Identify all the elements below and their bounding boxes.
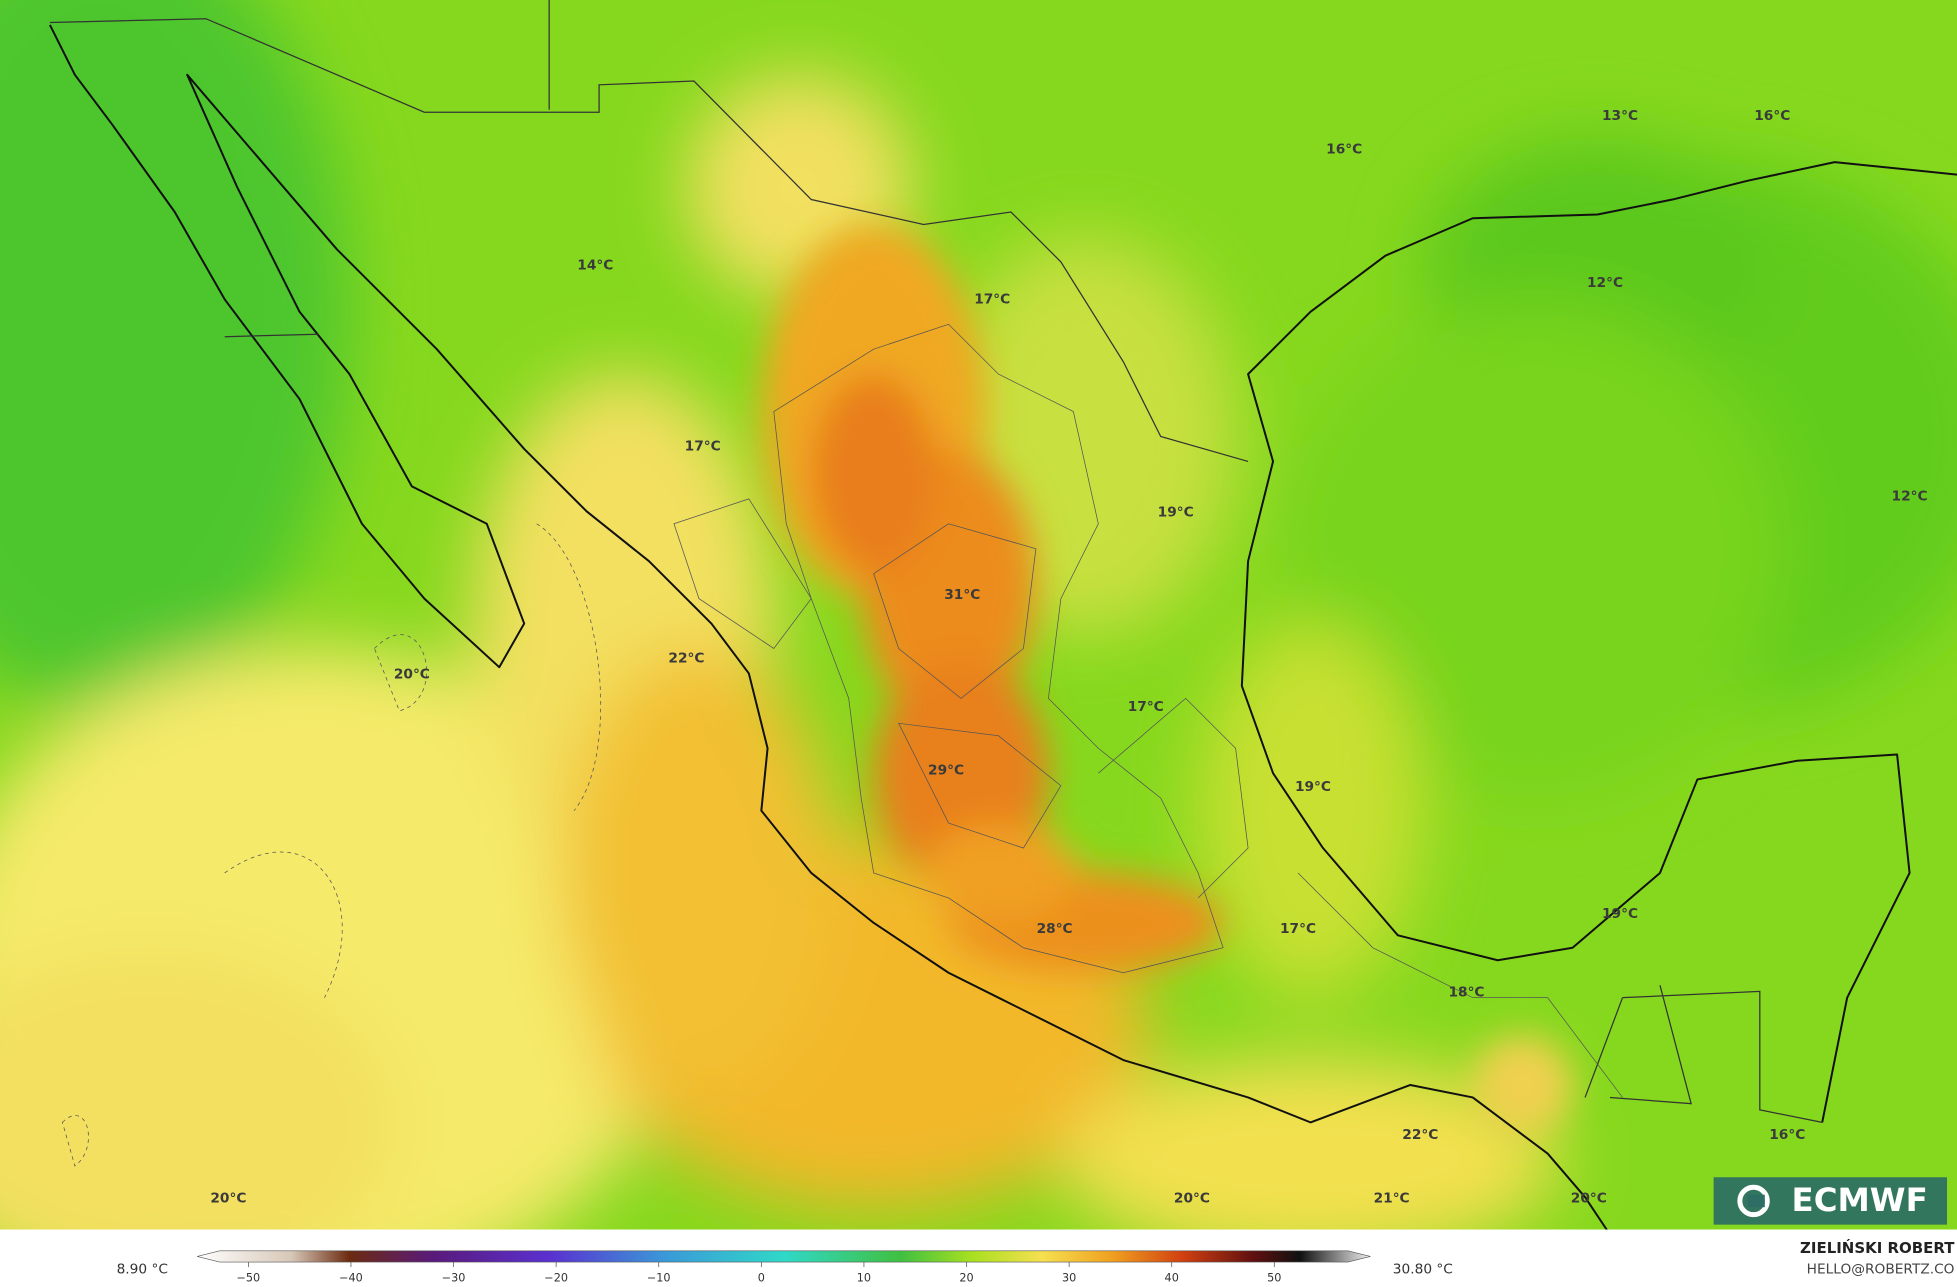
temperature-label: 31°C xyxy=(944,587,980,603)
temperature-label: 22°C xyxy=(668,650,704,666)
temperature-label: 28°C xyxy=(1037,921,1073,937)
logo: ECMWF xyxy=(1713,1177,1948,1225)
color-scale xyxy=(197,1250,1371,1263)
logo-text: ECMWF xyxy=(1792,1181,1928,1219)
scale-tick-label: 0 xyxy=(758,1271,765,1284)
scale-tick-label: 10 xyxy=(857,1271,871,1284)
scale-tick-label: −50 xyxy=(237,1271,261,1284)
scale-tick-label: 30 xyxy=(1062,1271,1076,1284)
temperature-label: 16°C xyxy=(1326,142,1362,158)
scale-tick-label: 40 xyxy=(1165,1271,1179,1284)
temperature-label: 19°C xyxy=(1158,505,1194,521)
author: ZIELIŃSKI ROBERT xyxy=(1800,1238,1955,1257)
temperature-label: 13°C xyxy=(1602,108,1638,124)
scale-tick-label: 20 xyxy=(959,1271,973,1284)
max-temperature: 30.80 °C xyxy=(1393,1262,1453,1278)
temperature-label: 17°C xyxy=(685,438,721,454)
temperature-label: 29°C xyxy=(928,763,964,779)
scale-tick-label: −40 xyxy=(339,1271,363,1284)
temperature-label: 20°C xyxy=(1571,1190,1607,1206)
temperature-label: 19°C xyxy=(1295,779,1331,795)
scale-tick-label: −20 xyxy=(544,1271,568,1284)
temperature-label: 14°C xyxy=(577,258,613,274)
temperature-label: 20°C xyxy=(1174,1190,1210,1206)
temperature-label: 17°C xyxy=(1280,921,1316,937)
scale-tick-label: −30 xyxy=(442,1271,466,1284)
temperature-label: 20°C xyxy=(210,1190,246,1206)
temperature-label: 20°C xyxy=(394,667,430,683)
temperature-label: 22°C xyxy=(1402,1127,1438,1143)
temperature-label: 12°C xyxy=(1587,275,1623,291)
temperature-label: 19°C xyxy=(1602,906,1638,922)
scale-tick-label: −10 xyxy=(647,1271,671,1284)
temperature-label: 18°C xyxy=(1448,985,1484,1001)
contact: HELLO@ROBERTZ.CO xyxy=(1807,1262,1955,1278)
temperature-label: 17°C xyxy=(1128,699,1164,715)
temperature-label: 21°C xyxy=(1374,1190,1410,1206)
temperature-label: 12°C xyxy=(1892,488,1928,504)
temperature-label: 17°C xyxy=(974,291,1010,307)
temperature-label: 16°C xyxy=(1769,1127,1805,1143)
scale-tick-label: 50 xyxy=(1267,1271,1281,1284)
min-temperature: 8.90 °C xyxy=(117,1262,168,1278)
temperature-label: 16°C xyxy=(1754,108,1790,124)
